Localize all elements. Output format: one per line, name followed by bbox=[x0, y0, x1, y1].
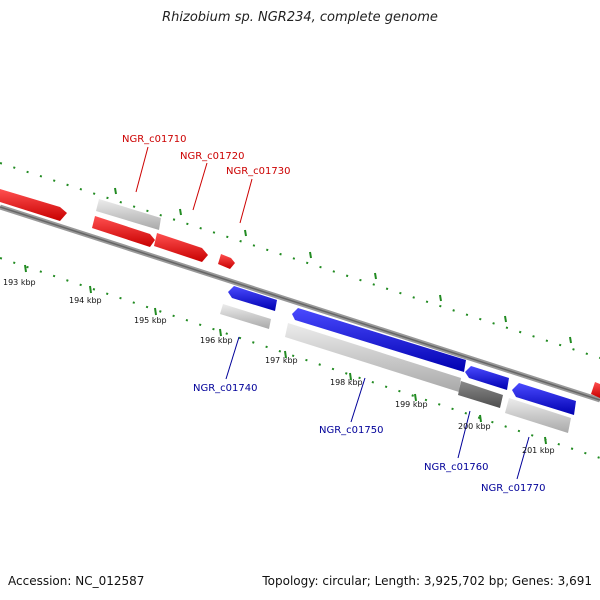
genome-summary-text: Topology: circular; Length: 3,925,702 bp… bbox=[262, 574, 592, 588]
genome-backbone bbox=[0, 204, 600, 403]
gene-label-NGR_c01730[interactable]: NGR_c01730 bbox=[226, 166, 291, 177]
forward-gene-labels: NGR_c01710 NGR_c01720 NGR_c01730 bbox=[122, 134, 291, 177]
accession-text: Accession: NC_012587 bbox=[8, 574, 145, 588]
cds-NGR_c01750[interactable] bbox=[285, 323, 461, 392]
gene-label-NGR_c01720[interactable]: NGR_c01720 bbox=[180, 151, 245, 162]
gene-label-NGR_c01760[interactable]: NGR_c01760 bbox=[424, 462, 489, 473]
gene-arrow-NGR_c01760[interactable] bbox=[465, 366, 509, 390]
cds-NGR_c01740[interactable] bbox=[220, 304, 271, 329]
scale-label-195: 195 kbp bbox=[134, 316, 167, 325]
gene-label-NGR_c01770[interactable]: NGR_c01770 bbox=[481, 483, 546, 494]
scale-label-196: 196 kbp bbox=[200, 336, 233, 345]
gene-label-NGR_c01710[interactable]: NGR_c01710 bbox=[122, 134, 187, 145]
gene-arrow-NGR_c01750[interactable] bbox=[292, 308, 466, 372]
cds-NGR_c01770[interactable] bbox=[505, 398, 571, 433]
gene-arrow-forward-edge[interactable] bbox=[591, 382, 600, 398]
cds-NGR_c01710[interactable] bbox=[96, 199, 161, 230]
track-major-ticks bbox=[24, 187, 572, 445]
gene-arrow-forward-1[interactable] bbox=[0, 189, 67, 221]
scale-label-193: 193 kbp bbox=[3, 278, 36, 287]
scale-label-194: 194 kbp bbox=[69, 296, 102, 305]
scale-label-200: 200 kbp bbox=[458, 422, 491, 431]
forward-genes bbox=[0, 189, 600, 398]
cds-NGR_c01760[interactable] bbox=[458, 381, 503, 408]
gene-arrow-forward-small[interactable] bbox=[218, 254, 235, 269]
gene-label-NGR_c01740[interactable]: NGR_c01740 bbox=[193, 383, 258, 394]
forward-label-leaders bbox=[135, 146, 253, 224]
gene-arrow-NGR_c01770[interactable] bbox=[512, 383, 576, 415]
reverse-label-leaders bbox=[225, 336, 530, 480]
gene-arrow-NGR_c01720[interactable] bbox=[92, 216, 155, 247]
scale-label-198: 198 kbp bbox=[330, 378, 363, 387]
scale-label-201: 201 kbp bbox=[522, 446, 555, 455]
scale-label-197: 197 kbp bbox=[265, 356, 298, 365]
scale-label-199: 199 kbp bbox=[395, 400, 428, 409]
scale-labels: 193 kbp 194 kbp 195 kbp 196 kbp 197 kbp … bbox=[3, 278, 555, 455]
reverse-gene-labels: NGR_c01740 NGR_c01750 NGR_c01760 NGR_c01… bbox=[193, 383, 546, 494]
gene-arrow-NGR_c01740[interactable] bbox=[228, 286, 277, 311]
reverse-cds bbox=[220, 304, 571, 433]
forward-cds bbox=[96, 199, 161, 230]
gene-arrow-NGR_c01730[interactable] bbox=[154, 233, 208, 262]
reverse-genes bbox=[228, 286, 576, 415]
gene-label-NGR_c01750[interactable]: NGR_c01750 bbox=[319, 425, 384, 436]
map-title: Rhizobium sp. NGR234, complete genome bbox=[162, 10, 438, 25]
